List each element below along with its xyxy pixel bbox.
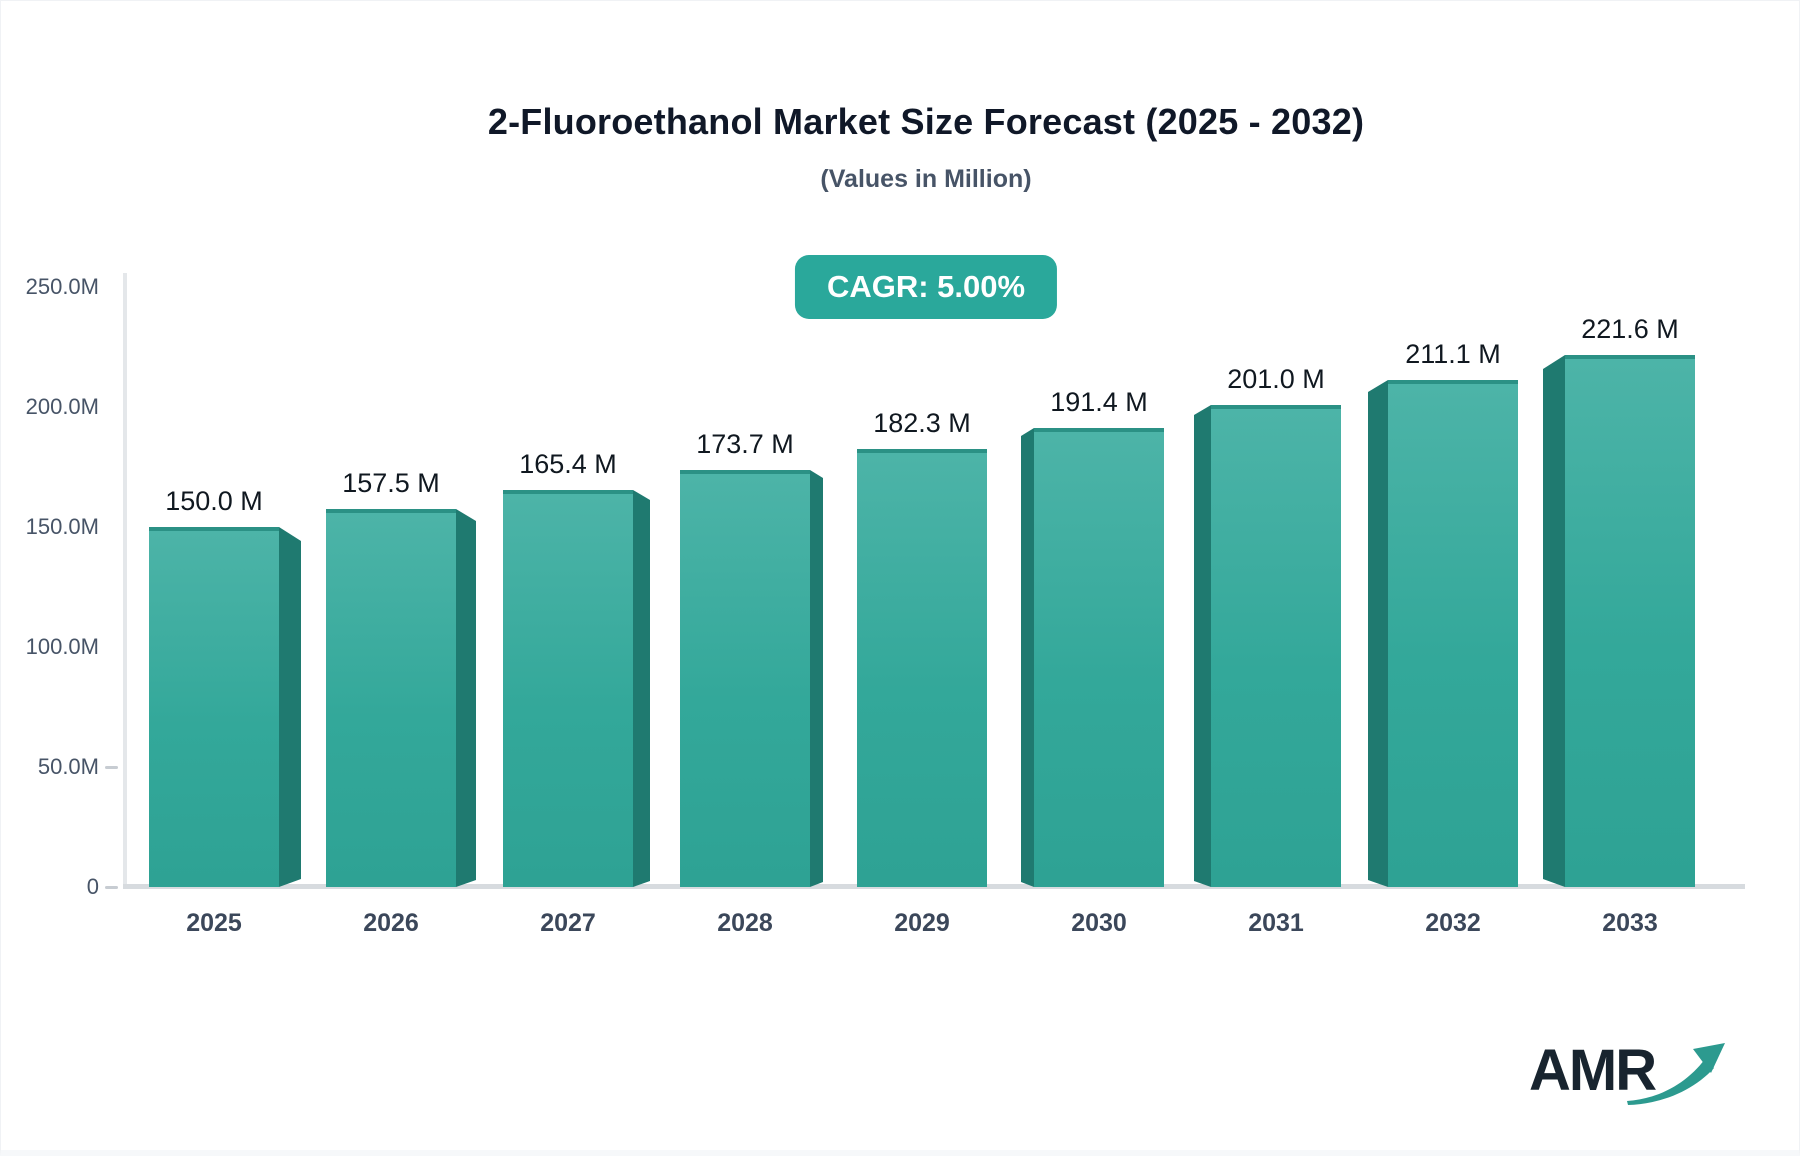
y-axis-tick-label: 150.0M [25,514,99,539]
x-axis-category-label: 2033 [1602,909,1658,937]
bar-value-label: 211.1 M [1405,339,1501,369]
x-axis-category-label: 2029 [894,909,950,937]
x-axis-category-label: 2032 [1425,909,1481,937]
x-axis-category-label: 2026 [363,909,419,937]
chart-title: 2-Fluoroethanol Market Size Forecast (20… [487,101,1365,142]
y-axis-line [123,273,127,887]
chart-subtitle: (Values in Million) [820,165,1032,193]
bar-2030[interactable] [1021,428,1164,892]
bar-2032[interactable] [1368,380,1518,892]
trend-up-arrow-icon [1627,1043,1725,1105]
bar-value-label: 165.4 M [519,449,617,479]
bar-value-label: 191.4 M [1050,387,1148,417]
x-axis-category-label: 2028 [717,909,773,937]
bar-2027[interactable] [503,490,650,892]
y-axis-tick-label: 200.0M [25,394,99,419]
y-axis-tick-label: 250.0M [25,274,99,299]
cagr-badge: CAGR: 5.00% [794,255,1058,319]
x-axis-category-label: 2031 [1248,909,1304,937]
bar-value-label: 221.6 M [1581,314,1679,344]
bar-2028[interactable] [680,470,823,892]
bar-value-label: 173.7 M [696,429,794,459]
y-axis-tick-label: 0 [86,874,99,899]
bar-value-label: 157.5 M [342,468,440,498]
bar-2026[interactable] [326,509,476,892]
bar-value-label: 182.3 M [873,408,971,438]
amr-logo-text: AMR [1529,1038,1657,1103]
bar-2025[interactable] [149,527,301,892]
bar-2033[interactable] [1543,355,1695,892]
bar-2029[interactable] [857,449,987,892]
amr-logo: AMR [1529,1031,1729,1115]
x-axis-category-label: 2025 [186,909,242,937]
y-axis-tick-mark [105,766,118,769]
bar-value-label: 201.0 M [1227,364,1325,394]
y-axis-tick-label: 100.0M [25,634,99,659]
bar-2031[interactable] [1194,405,1341,892]
bar-value-label: 150.0 M [165,486,263,516]
x-axis-category-label: 2027 [540,909,596,937]
x-axis-category-label: 2030 [1071,909,1127,937]
y-axis-tick-mark [105,886,118,889]
y-axis-tick-label: 50.0M [37,754,99,779]
